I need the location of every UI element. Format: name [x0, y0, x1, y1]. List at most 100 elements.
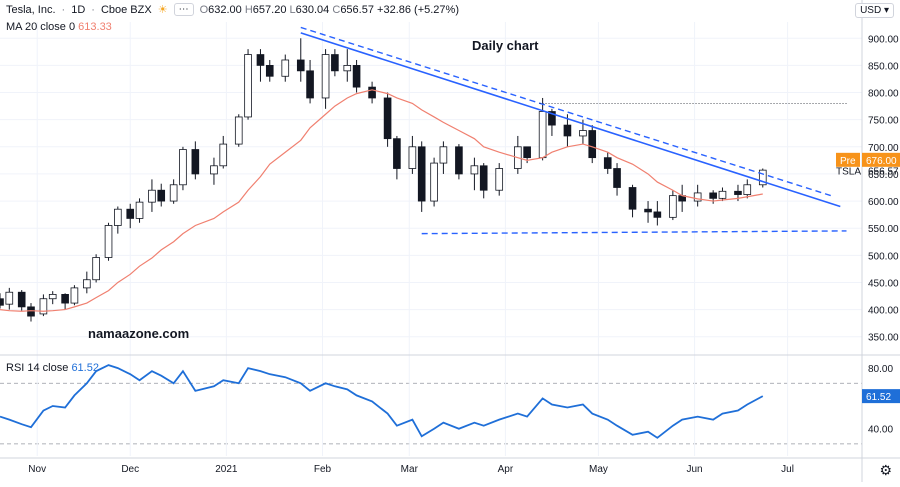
descending-resistance-dashed [300, 26, 832, 197]
candle-up [579, 130, 587, 137]
candle-down [628, 187, 637, 210]
price-tick-label: 600.00 [868, 197, 899, 208]
candle-up [39, 298, 48, 315]
ma-20-line [0, 89, 763, 312]
candle-down [417, 146, 426, 202]
candle-down [17, 291, 26, 308]
candle-up [5, 291, 14, 305]
ohlc-readout: O632.00 H657.20 L630.04 C656.57 +32.86 (… [199, 3, 459, 16]
last-value-label: 656.57 [868, 166, 899, 177]
currency-selector[interactable]: USD ▾ [855, 3, 894, 18]
descending-resistance-solid [300, 32, 841, 208]
candle-down [0, 298, 4, 306]
candle-up [718, 190, 727, 199]
candle-down [331, 54, 339, 72]
price-tick-label: 800.00 [868, 89, 899, 100]
ma-legend[interactable]: MA 20 close 0 613.33 [6, 21, 112, 33]
rsi-tick-label: 40.00 [868, 425, 893, 436]
candle-up [135, 201, 144, 219]
rsi-value-tag: 61.52 [866, 392, 891, 403]
candle-down [653, 211, 662, 218]
price-tick-label: 650.00 [868, 170, 899, 181]
candle-down [523, 146, 531, 159]
candle-up [470, 165, 479, 175]
candle-up [321, 54, 330, 99]
rsi-label: RSI 14 close [6, 362, 69, 374]
candle-up [495, 168, 504, 191]
candle-up [83, 279, 91, 289]
candle-up [219, 143, 228, 167]
symbol-header: Tesla, Inc. · 1D · Cboe BZX ☀ ⋯ O632.00 … [6, 3, 459, 16]
pre-value-badge [862, 152, 900, 167]
candle-down [27, 306, 35, 317]
price-tick-label: 500.00 [868, 251, 899, 262]
horizontal-support-dashed [421, 230, 847, 235]
pre-tag-label: Pre [840, 156, 856, 167]
candle-up [343, 65, 352, 72]
ma-value: 613.33 [78, 21, 112, 33]
candle-down [548, 111, 556, 126]
time-tick-label: May [589, 464, 608, 475]
candle-down [265, 65, 274, 77]
interval-label[interactable]: 1D [71, 3, 86, 16]
ma-label: MA 20 close 0 [6, 21, 76, 33]
price-tick-label: 850.00 [868, 61, 899, 72]
price-tick-label: 700.00 [868, 143, 899, 154]
candle-down [352, 65, 361, 88]
candle-down [603, 157, 612, 169]
exchange-label: Cboe BZX [100, 3, 152, 16]
price-tick-label: 350.00 [868, 333, 899, 344]
candle-up [538, 111, 547, 159]
candle-down [588, 130, 597, 159]
sun-icon[interactable]: ☀ [157, 4, 168, 16]
rsi-value-badge [862, 389, 900, 404]
rsi-line [0, 364, 764, 439]
candle-up [148, 189, 156, 203]
candle-down [393, 138, 401, 169]
candle-up [430, 162, 438, 202]
time-tick-label: Feb [314, 464, 332, 475]
time-tick-label: Nov [28, 464, 46, 475]
candle-down [613, 168, 621, 188]
candle-up [669, 195, 677, 218]
candle-up [281, 59, 290, 77]
candle-down [368, 86, 376, 99]
price-tick-label: 750.00 [868, 116, 899, 127]
candle-up [104, 225, 113, 258]
symbol-name[interactable]: Tesla, Inc. [6, 3, 56, 16]
gear-icon[interactable]: ⚙ [879, 462, 892, 478]
candle-up [114, 208, 122, 226]
candle-down [191, 149, 200, 175]
candle-down [479, 165, 488, 191]
price-tick-label: 550.00 [868, 224, 899, 235]
candle-up [758, 169, 767, 186]
candle-up [92, 257, 100, 281]
price-tick-label: 400.00 [868, 306, 899, 317]
candle-down [383, 97, 392, 140]
candle-down [157, 189, 166, 202]
rsi-value: 61.52 [71, 362, 99, 374]
ticker-tag: TSLA [836, 166, 861, 177]
candle-down [61, 293, 69, 304]
candle-down [296, 59, 305, 72]
candle-down [126, 208, 135, 219]
candle-down [734, 190, 742, 195]
rsi-legend[interactable]: RSI 14 close 61.52 [6, 362, 99, 374]
time-tick-label: Jun [686, 464, 702, 475]
price-tick-label: 900.00 [868, 34, 899, 45]
time-tick-label: Mar [401, 464, 419, 475]
pre-value-label: 676.00 [866, 156, 897, 167]
candle-up [693, 192, 702, 202]
candle-up [48, 293, 57, 300]
candle-down [563, 124, 572, 137]
more-options-icon[interactable]: ⋯ [173, 3, 194, 16]
candle-up [179, 149, 187, 186]
candle-down [644, 208, 652, 213]
candle-up [408, 146, 417, 169]
candle-down [256, 54, 265, 66]
candle-up [743, 184, 752, 195]
candle-up [169, 184, 178, 202]
rsi-tick-label: 80.00 [868, 364, 893, 375]
candle-up [70, 287, 79, 304]
